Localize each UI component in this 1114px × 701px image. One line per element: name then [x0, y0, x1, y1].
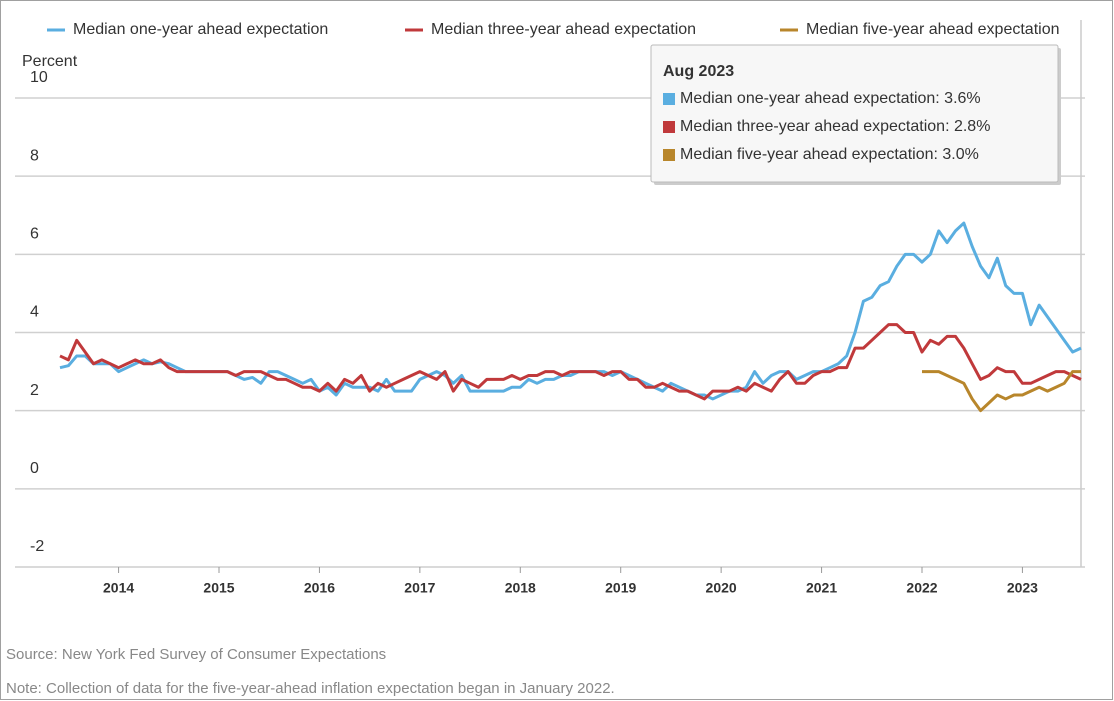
y-tick-label: 4	[30, 304, 39, 321]
y-tick-label: 6	[30, 226, 39, 243]
tooltip-row: Median one-year ahead expectation: 3.6%	[680, 90, 981, 107]
tooltip-title: Aug 2023	[663, 63, 734, 80]
tooltip-marker	[663, 93, 675, 105]
y-tick-label: 10	[30, 69, 48, 86]
note: Note: Collection of data for the five-ye…	[6, 680, 615, 697]
x-tick-label: 2020	[706, 580, 737, 596]
series-line	[921, 370, 1081, 413]
x-tick-label: 2018	[505, 580, 536, 596]
y-tick-label: 8	[30, 147, 39, 164]
legend-label[interactable]: Median three-year ahead expectation	[431, 21, 696, 38]
tooltip-marker	[663, 149, 675, 161]
source: Source: New York Fed Survey of Consumer …	[6, 646, 386, 663]
legend-label[interactable]: Median five-year ahead expectation	[806, 21, 1060, 38]
x-tick-label: 2015	[203, 580, 234, 596]
tooltip-row: Median five-year ahead expectation: 3.0%	[680, 146, 979, 163]
series-line	[59, 323, 1082, 401]
x-tick-label: 2016	[304, 580, 335, 596]
legend-label[interactable]: Median one-year ahead expectation	[73, 21, 328, 38]
y-tick-label: 0	[30, 460, 39, 477]
x-tick-label: 2017	[404, 580, 435, 596]
tooltip-marker	[663, 121, 675, 133]
x-tick-label: 2023	[1007, 580, 1038, 596]
y-tick-label: 2	[30, 382, 39, 399]
y-axis-label: Percent	[22, 53, 78, 70]
x-tick-label: 2022	[906, 580, 937, 596]
x-tick-label: 2014	[103, 580, 134, 596]
tooltip	[650, 44, 1059, 183]
x-tick-label: 2019	[605, 580, 636, 596]
y-tick-label: -2	[30, 538, 44, 555]
x-tick-label: 2021	[806, 580, 837, 596]
tooltip-row: Median three-year ahead expectation: 2.8…	[680, 118, 990, 135]
